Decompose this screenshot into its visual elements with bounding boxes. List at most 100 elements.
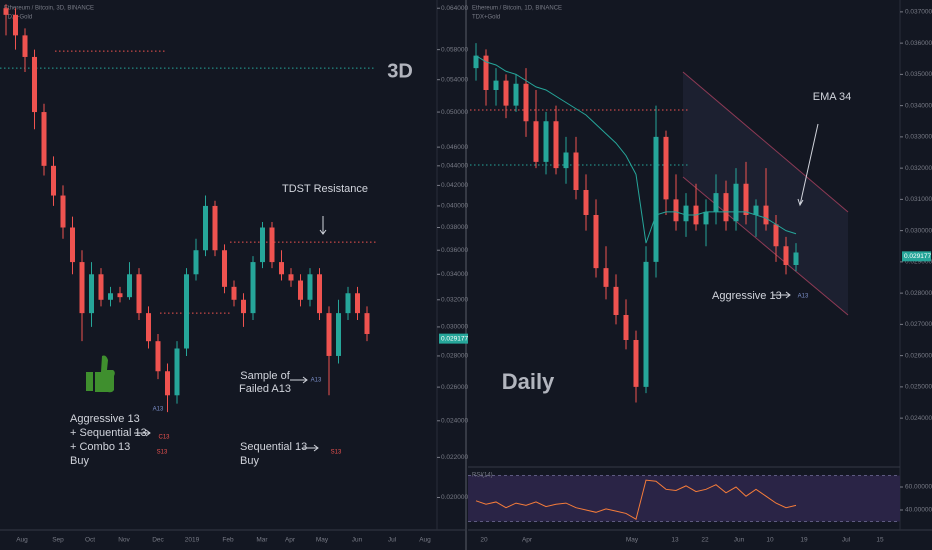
y-tick-label: 0.029000 — [905, 259, 932, 266]
candle-body — [733, 183, 739, 222]
candle-body — [279, 262, 284, 275]
candle-body — [623, 315, 629, 340]
y-tick-label: 0.031000 — [905, 196, 932, 203]
y-tick-label: 0.034000 — [441, 271, 468, 278]
candle-body — [723, 193, 729, 222]
y-tick-label: 0.024000 — [905, 415, 932, 422]
candle-body — [753, 205, 759, 215]
candle-body — [108, 293, 113, 300]
candle-body — [703, 211, 709, 225]
rsi-band — [468, 475, 900, 522]
candle-body — [41, 112, 47, 166]
y-tick-label: 0.030000 — [905, 227, 932, 234]
candle-body — [783, 246, 789, 265]
candle-body — [633, 340, 639, 387]
annotation: + Combo 13 — [70, 441, 130, 453]
x-tick-label: Apr — [522, 537, 533, 544]
candle-body — [298, 280, 303, 300]
annotation: TDST Resistance — [282, 183, 368, 195]
y-tick-label: 0.035000 — [905, 71, 932, 78]
candle-body — [32, 56, 37, 113]
candle-body — [473, 55, 479, 69]
candle-body — [336, 313, 341, 356]
y-tick-label: 40.000000 — [905, 507, 932, 514]
y-tick-label: 0.037000 — [905, 9, 932, 16]
annotation: S13 — [157, 450, 168, 456]
x-tick-label: Nov — [118, 537, 130, 544]
candle-body — [51, 165, 56, 196]
annotation: Failed A13 — [239, 383, 291, 395]
y-tick-label: 0.036000 — [905, 40, 932, 47]
y-tick-label: 0.058000 — [441, 46, 468, 53]
y-tick-label: 0.020000 — [441, 494, 468, 501]
chart-subtitle: TDX+Gold — [4, 15, 32, 21]
candle-body — [713, 193, 719, 212]
candle-body — [155, 341, 161, 372]
y-tick-label: 0.030000 — [441, 324, 468, 331]
candle-body — [212, 205, 218, 251]
y-tick-label: 0.032000 — [905, 165, 932, 172]
annotation: Buy — [70, 455, 89, 467]
candle-body — [553, 121, 559, 169]
x-tick-label: May — [316, 537, 329, 544]
chart-title: RSI(14) — [472, 473, 493, 479]
annotation: C13 — [158, 435, 170, 441]
candle-body — [493, 80, 499, 90]
annotation: EMA 34 — [813, 91, 852, 103]
y-tick-label: 0.022000 — [441, 454, 468, 461]
candle-body — [583, 190, 589, 215]
candle-body — [543, 121, 549, 162]
last-price-box — [902, 251, 931, 262]
y-tick-label: 0.064000 — [441, 5, 468, 12]
ema-line — [475, 55, 797, 244]
channel-line — [682, 176, 849, 316]
candle-body — [673, 199, 679, 222]
y-tick-label: 0.042000 — [441, 182, 468, 189]
y-tick-label: 0.036000 — [441, 247, 468, 254]
x-tick-label: Jul — [388, 537, 397, 544]
annotation: S13 — [331, 450, 342, 456]
last-price-label: 0.029177 — [904, 253, 931, 260]
chart-title: Ethereum / Bitcoin, 1D, BINANCE — [472, 6, 562, 12]
arrows — [134, 123, 819, 452]
candle-body — [3, 8, 9, 15]
x-tick-label: Sep — [52, 537, 64, 544]
candle-body — [773, 224, 779, 247]
candle-body — [364, 313, 370, 334]
candle-body — [355, 293, 360, 314]
y-tick-label: 0.046000 — [441, 144, 468, 151]
y-tick-label: 0.054000 — [441, 76, 468, 83]
annotation: Sequential 13 — [240, 441, 307, 453]
annotation: Sample of — [240, 370, 290, 382]
candle-body — [613, 286, 619, 315]
y-tick-label: 0.038000 — [441, 224, 468, 231]
y-tick-label: 0.032000 — [441, 296, 468, 303]
x-tick-label: 20 — [480, 537, 488, 544]
candle-body — [174, 348, 180, 396]
candle-body — [643, 261, 649, 387]
annotation: 3D — [387, 60, 413, 82]
annotation: A13 — [798, 294, 809, 300]
candle-body — [743, 183, 749, 215]
thumbs-up — [86, 355, 115, 393]
candle-body — [98, 274, 104, 300]
x-tick-label: Apr — [285, 537, 296, 544]
candle-body — [241, 299, 246, 314]
x-tick-label: 13 — [671, 537, 679, 544]
candle-body — [288, 274, 294, 281]
candle-body — [653, 136, 659, 262]
candle-body — [184, 274, 189, 349]
candle-body — [203, 205, 208, 251]
candle-body — [127, 274, 132, 298]
candle-body — [326, 313, 332, 356]
annotation: Aggressive 13 — [712, 290, 782, 302]
x-tick-label: 10 — [766, 537, 774, 544]
candle-body — [79, 262, 85, 314]
annotation: Aggressive 13 — [70, 413, 140, 425]
y-tick-label: 0.050000 — [441, 109, 468, 116]
last-price-label: 0.029177 — [441, 335, 468, 342]
candle-body — [573, 152, 579, 190]
candle-body — [13, 14, 18, 36]
candle-body — [136, 274, 142, 314]
